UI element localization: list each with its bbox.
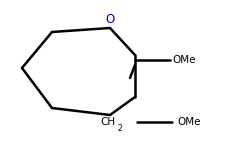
Text: OMe: OMe [172, 55, 196, 65]
Text: CH: CH [100, 117, 115, 127]
Text: 2: 2 [117, 124, 122, 133]
Text: O: O [105, 13, 115, 27]
Text: OMe: OMe [177, 117, 201, 127]
